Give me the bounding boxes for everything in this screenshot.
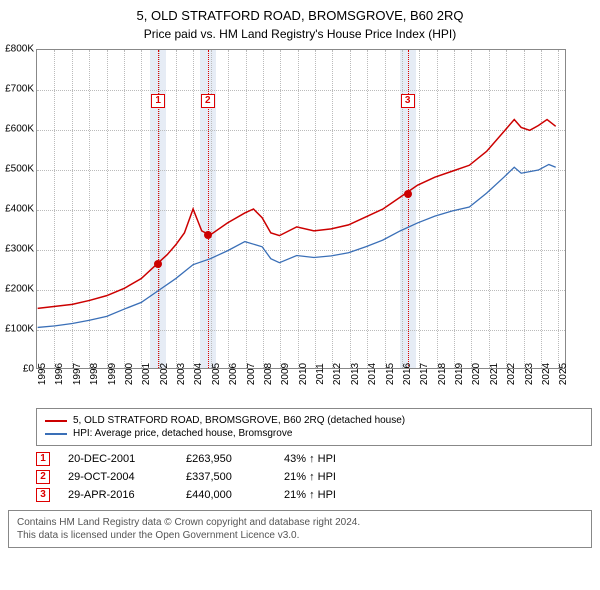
y-axis-label: £300K xyxy=(0,244,34,255)
footer-line: This data is licensed under the Open Gov… xyxy=(17,529,583,542)
event-row: 3 29-APR-2016 £440,000 21% ↑ HPI xyxy=(36,488,592,502)
events-table: 1 20-DEC-2001 £263,950 43% ↑ HPI 2 29-OCT-200… xyxy=(36,452,592,502)
y-axis-label: £700K xyxy=(0,84,34,95)
event-price: £440,000 xyxy=(186,489,266,501)
y-axis-label: £400K xyxy=(0,204,34,215)
y-axis-label: £100K xyxy=(0,324,34,335)
event-marker: 1 xyxy=(36,452,50,466)
y-axis-label: £0 xyxy=(0,364,34,375)
plot-region: 1995199619971998199920002001200220032004… xyxy=(36,49,566,369)
event-date: 29-OCT-2004 xyxy=(68,471,168,483)
event-delta: 21% ↑ HPI xyxy=(284,489,336,501)
y-axis-label: £500K xyxy=(0,164,34,175)
y-axis-label: £800K xyxy=(0,44,34,55)
chart-title: 5, OLD STRATFORD ROAD, BROMSGROVE, B60 2… xyxy=(0,0,600,23)
legend-label: 5, OLD STRATFORD ROAD, BROMSGROVE, B60 2… xyxy=(73,415,405,426)
y-axis-label: £200K xyxy=(0,284,34,295)
footer-attribution: Contains HM Land Registry data © Crown c… xyxy=(8,510,592,548)
legend-swatch xyxy=(45,420,67,422)
event-price: £337,500 xyxy=(186,471,266,483)
chart-subtitle: Price paid vs. HM Land Registry's House … xyxy=(0,23,600,49)
sale-marker-2: 2 xyxy=(201,94,215,108)
chart-svg xyxy=(37,50,565,368)
y-axis-label: £600K xyxy=(0,124,34,135)
footer-line: Contains HM Land Registry data © Crown c… xyxy=(17,516,583,529)
event-date: 20-DEC-2001 xyxy=(68,453,168,465)
sale-dot xyxy=(154,260,162,268)
sale-dot xyxy=(204,231,212,239)
legend-label: HPI: Average price, detached house, Brom… xyxy=(73,428,292,439)
legend-swatch xyxy=(45,433,67,435)
sale-marker-3: 3 xyxy=(401,94,415,108)
legend-item: 5, OLD STRATFORD ROAD, BROMSGROVE, B60 2… xyxy=(45,415,583,426)
series-price_paid xyxy=(38,120,556,309)
event-delta: 21% ↑ HPI xyxy=(284,471,336,483)
sale-dot xyxy=(404,190,412,198)
legend-item: HPI: Average price, detached house, Brom… xyxy=(45,428,583,439)
event-marker: 3 xyxy=(36,488,50,502)
sale-marker-1: 1 xyxy=(151,94,165,108)
event-row: 2 29-OCT-2004 £337,500 21% ↑ HPI xyxy=(36,470,592,484)
event-price: £263,950 xyxy=(186,453,266,465)
event-row: 1 20-DEC-2001 £263,950 43% ↑ HPI xyxy=(36,452,592,466)
series-hpi xyxy=(38,164,556,327)
legend: 5, OLD STRATFORD ROAD, BROMSGROVE, B60 2… xyxy=(36,408,592,446)
event-date: 29-APR-2016 xyxy=(68,489,168,501)
chart-area: 1995199619971998199920002001200220032004… xyxy=(36,49,596,404)
event-delta: 43% ↑ HPI xyxy=(284,453,336,465)
event-marker: 2 xyxy=(36,470,50,484)
